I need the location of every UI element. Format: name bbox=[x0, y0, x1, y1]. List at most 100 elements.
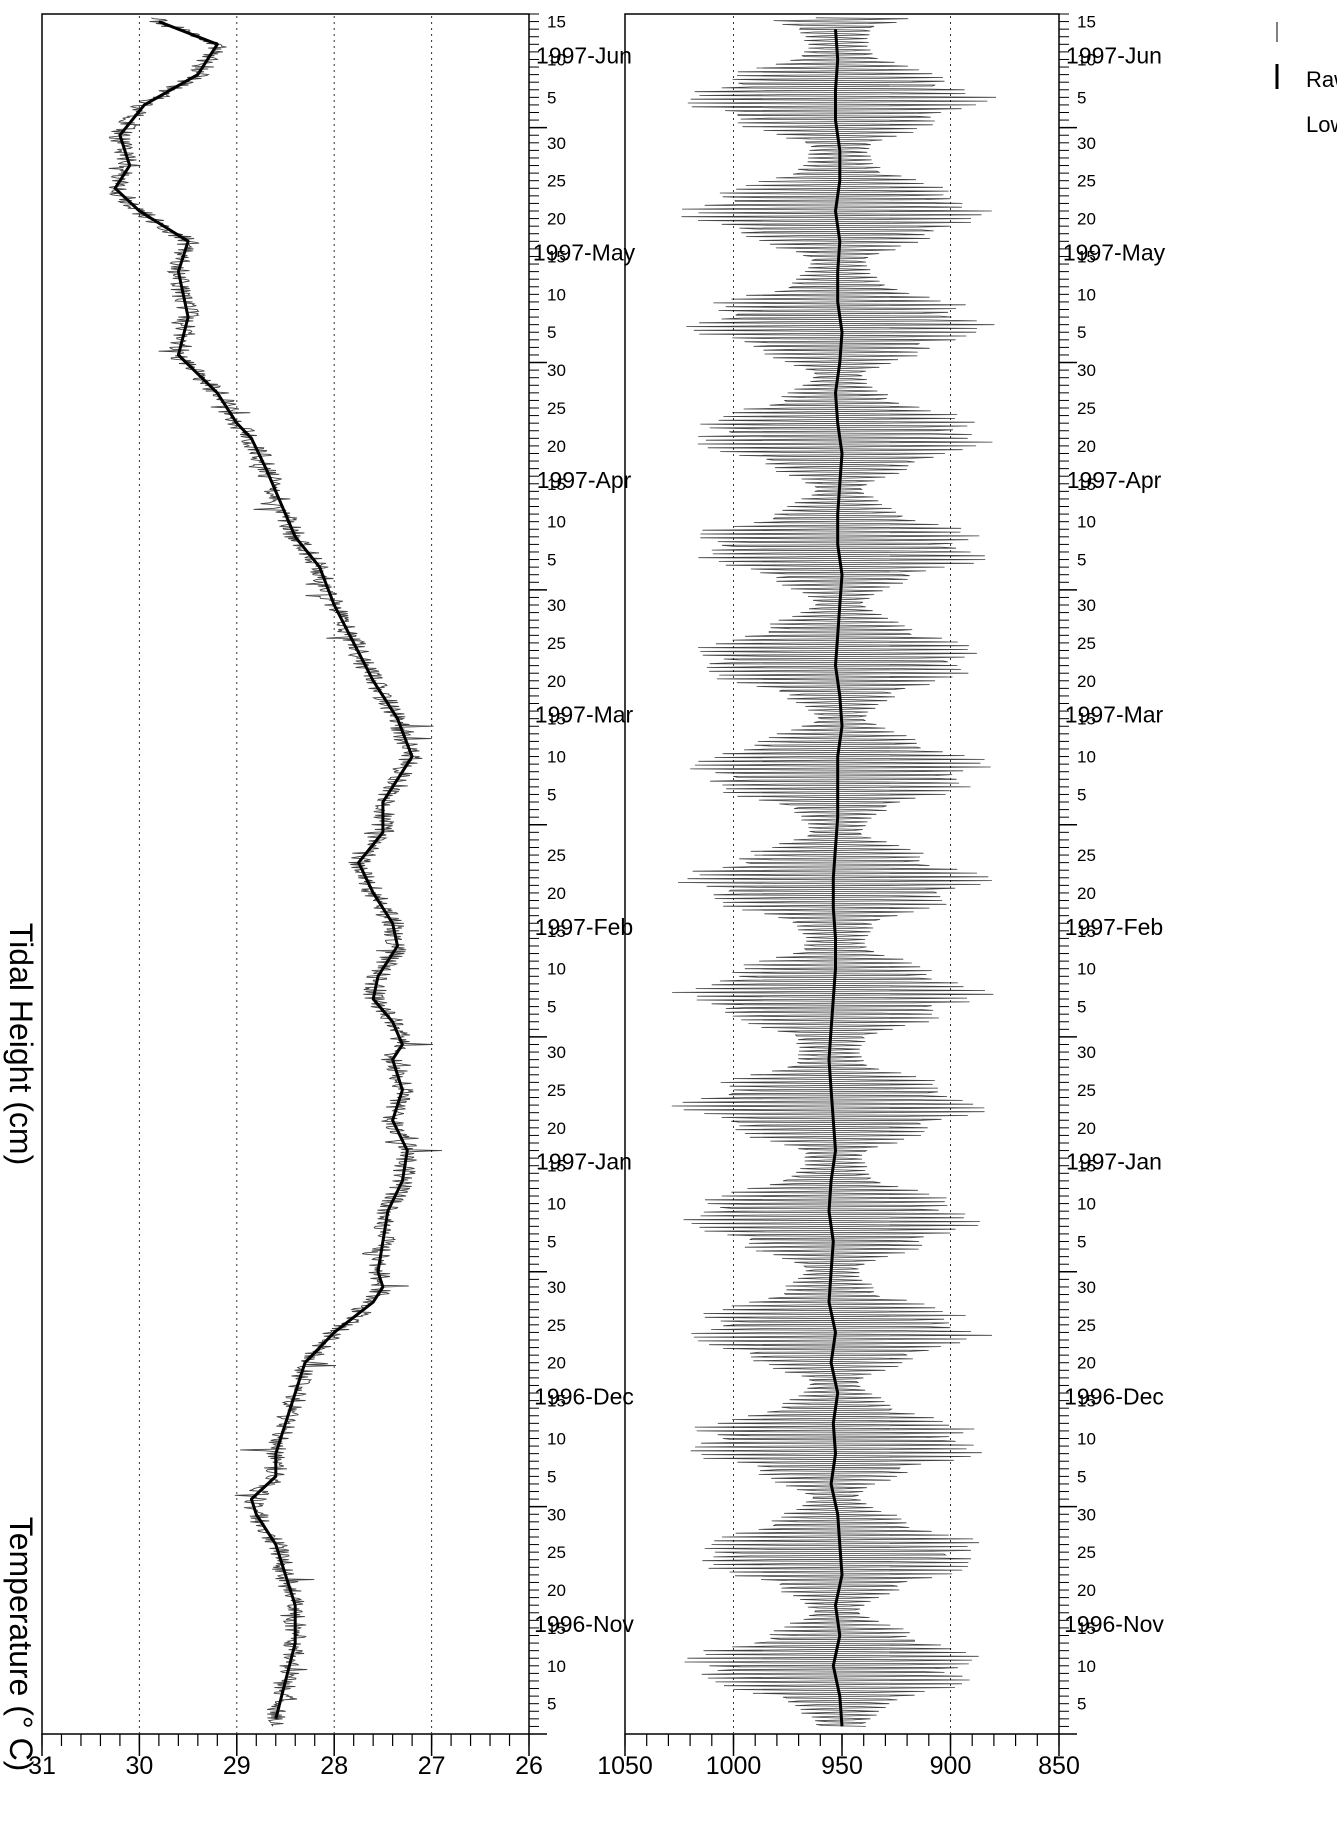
tidal-x-day-label: 25 bbox=[1077, 1543, 1096, 1562]
temperature-x-day-label: 30 bbox=[547, 596, 566, 615]
tidal-x-day-label: 20 bbox=[1077, 1581, 1096, 1600]
temperature-x-day-label: 25 bbox=[547, 399, 566, 418]
tidal-x-day-label: 30 bbox=[1077, 134, 1096, 153]
tidal-y-tick-label: 1000 bbox=[706, 1752, 762, 1780]
temperature-x-month-label: 1996-Dec bbox=[534, 1384, 634, 1410]
temperature-x-day-label: 25 bbox=[547, 172, 566, 191]
tidal-x-month-label: 1997-Apr bbox=[1067, 467, 1162, 493]
temperature-x-day-label: 20 bbox=[547, 210, 566, 229]
tidal-x-day-label: 10 bbox=[1077, 285, 1096, 304]
tidal-x-month-label: 1997-May bbox=[1063, 239, 1166, 265]
temperature-x-axis: 5 10 15 20 25 30 1996-Nov 5 10 15 20 25 30 1996-Dec 5 1… bbox=[529, 13, 636, 1735]
tidal-x-axis: 5 10 15 20 25 30 1996-Nov 5 10 15 20 25 30 1996-Dec 5 1… bbox=[1059, 13, 1166, 1735]
temperature-y-tick-label: 27 bbox=[418, 1752, 446, 1780]
tidal-y-axis: 850 900 950 1000 1050 bbox=[597, 1734, 1080, 1780]
temperature-y-axis-title: Temperature (° C) bbox=[3, 1517, 39, 1772]
tidal-x-day-label: 15 bbox=[1077, 13, 1096, 32]
temperature-x-day-label: 25 bbox=[547, 1316, 566, 1335]
tidal-gridlines bbox=[733, 14, 951, 1734]
temperature-x-day-label: 25 bbox=[547, 1081, 566, 1100]
tidal-x-day-label: 10 bbox=[1077, 960, 1096, 979]
tidal-x-day-label: 25 bbox=[1077, 846, 1096, 865]
temperature-x-day-label: 5 bbox=[547, 1695, 556, 1714]
tidal-x-month-label: 1997-Mar bbox=[1065, 702, 1164, 728]
temperature-x-day-label: 30 bbox=[547, 134, 566, 153]
tidal-x-day-label: 30 bbox=[1077, 596, 1096, 615]
temperature-x-day-label: 30 bbox=[547, 361, 566, 380]
temperature-x-month-label: 1996-Nov bbox=[534, 1611, 634, 1637]
temperature-gridlines bbox=[138, 14, 433, 1734]
tidal-x-day-label: 20 bbox=[1077, 1354, 1096, 1373]
temperature-x-day-label: 10 bbox=[547, 285, 566, 304]
temperature-raw-line bbox=[108, 17, 443, 1727]
temperature-x-day-label: 5 bbox=[547, 1232, 556, 1251]
temperature-y-tick-label: 31 bbox=[28, 1752, 56, 1780]
temperature-chart: 26 27 28 29 30 31 5 10 15 20 25 30 1996-Nov 5 10 15 20 2… bbox=[3, 13, 636, 1780]
temperature-x-day-label: 20 bbox=[547, 1581, 566, 1600]
tidal-x-month-label: 1996-Nov bbox=[1064, 1611, 1164, 1637]
temperature-x-day-label: 30 bbox=[547, 1043, 566, 1062]
temperature-x-month-label: 1997-Jun bbox=[536, 42, 632, 68]
tidal-x-day-label: 15 bbox=[1077, 247, 1096, 266]
tidal-y-tick-label: 850 bbox=[1038, 1752, 1080, 1780]
temperature-x-day-label: 25 bbox=[547, 1543, 566, 1562]
tidal-height-chart: 850 900 950 1000 1050 5 10 15 20 25 30 1996-Nov 5 10… bbox=[3, 13, 1166, 1780]
tidal-y-axis-title: Tidal Height (cm) bbox=[3, 923, 39, 1165]
tidal-x-day-label: 15 bbox=[1077, 922, 1096, 941]
temperature-x-day-label: 10 bbox=[547, 1657, 566, 1676]
temperature-raw-series bbox=[108, 17, 443, 1727]
temperature-x-day-label: 10 bbox=[547, 1195, 566, 1214]
tidal-x-day-label: 25 bbox=[1077, 399, 1096, 418]
tidal-x-day-label: 10 bbox=[1077, 1657, 1096, 1676]
tidal-x-day-label: 20 bbox=[1077, 437, 1096, 456]
tidal-x-day-label: 5 bbox=[1077, 998, 1086, 1017]
tidal-x-day-label: 15 bbox=[1077, 1392, 1096, 1411]
tidal-x-day-label: 30 bbox=[1077, 1043, 1096, 1062]
tidal-y-tick-label: 950 bbox=[821, 1752, 863, 1780]
temperature-x-day-label: 5 bbox=[547, 88, 556, 107]
tidal-x-day-label: 5 bbox=[1077, 88, 1086, 107]
tidal-x-day-label: 25 bbox=[1077, 634, 1096, 653]
temperature-plot-frame bbox=[41, 13, 530, 1735]
tidal-y-tick-label: 900 bbox=[930, 1752, 972, 1780]
tidal-x-day-label: 5 bbox=[1077, 551, 1086, 570]
temperature-x-month-label: 1997-Mar bbox=[535, 702, 634, 728]
temperature-y-tick-label: 30 bbox=[125, 1752, 153, 1780]
tidal-x-day-label: 30 bbox=[1077, 1278, 1096, 1297]
temperature-x-day-label: 20 bbox=[547, 1119, 566, 1138]
temperature-y-axis: 26 27 28 29 30 31 bbox=[28, 1734, 543, 1780]
tidal-x-day-label: 25 bbox=[1077, 172, 1096, 191]
temperature-lowpass-series bbox=[113, 20, 414, 1720]
tidal-x-month-label: 1997-Jun bbox=[1066, 42, 1162, 68]
tidal-x-day-label: 5 bbox=[1077, 1467, 1086, 1486]
tidal-x-day-label: 30 bbox=[1077, 1505, 1096, 1524]
legend-raw-label: Raw Data bbox=[1306, 67, 1337, 92]
tidal-x-day-label: 5 bbox=[1077, 1232, 1086, 1251]
temperature-x-day-label: 15 bbox=[547, 1619, 566, 1638]
temperature-x-day-label: 10 bbox=[547, 748, 566, 767]
tidal-x-day-label: 20 bbox=[1077, 210, 1096, 229]
temperature-x-day-label: 5 bbox=[547, 323, 556, 342]
temperature-y-tick-label: 29 bbox=[223, 1752, 251, 1780]
tidal-x-day-label: 15 bbox=[1077, 1157, 1096, 1176]
temperature-x-month-label: 1997-Jan bbox=[536, 1149, 632, 1175]
tidal-x-day-label: 20 bbox=[1077, 672, 1096, 691]
tidal-raw-line bbox=[671, 17, 997, 1727]
tidal-x-day-label: 20 bbox=[1077, 884, 1096, 903]
tidal-x-day-label: 15 bbox=[1077, 1619, 1096, 1638]
tidal-x-day-label: 5 bbox=[1077, 785, 1086, 804]
tidal-y-tick-label: 1050 bbox=[597, 1752, 653, 1780]
tidal-x-day-label: 10 bbox=[1077, 1195, 1096, 1214]
temperature-x-day-label: 20 bbox=[547, 1354, 566, 1373]
temperature-x-day-label: 10 bbox=[547, 960, 566, 979]
temperature-x-day-label: 15 bbox=[547, 1157, 566, 1176]
tidal-x-day-label: 15 bbox=[1077, 710, 1096, 729]
temperature-x-month-label: 1997-May bbox=[533, 239, 636, 265]
tidal-x-month-label: 1997-Feb bbox=[1065, 914, 1163, 940]
tidal-x-day-label: 30 bbox=[1077, 361, 1096, 380]
legend-lowpass-label: Lowpass Data (Cut-off Period : 36 hr) bbox=[1306, 112, 1337, 137]
temperature-x-day-label: 15 bbox=[547, 475, 566, 494]
tidal-x-day-label: 25 bbox=[1077, 1316, 1096, 1335]
temperature-x-day-label: 15 bbox=[547, 922, 566, 941]
tidal-x-month-label: 1996-Dec bbox=[1064, 1384, 1164, 1410]
